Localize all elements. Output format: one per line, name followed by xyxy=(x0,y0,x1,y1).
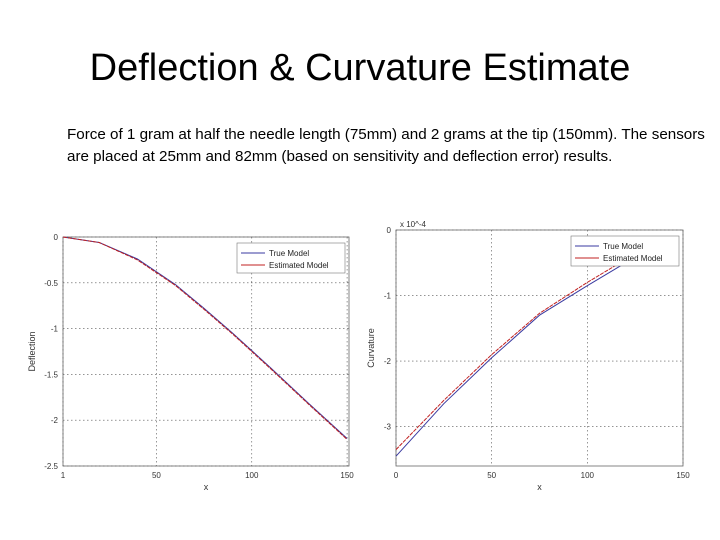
x-tick-label: 150 xyxy=(340,471,354,480)
y-tick-label: 0 xyxy=(54,233,59,242)
x-axis-label: x xyxy=(204,482,209,492)
plot-area xyxy=(395,229,684,467)
y-tick-label: -2.5 xyxy=(44,462,58,471)
y-axis-label: Deflection xyxy=(27,331,37,371)
x-tick-label: 100 xyxy=(581,471,595,480)
x-tick-label: 0 xyxy=(394,471,399,480)
x-tick-label: 1 xyxy=(61,471,66,480)
x-tick-label: 100 xyxy=(245,471,259,480)
legend-entry: True Model xyxy=(269,249,309,258)
legend-entry: Estimated Model xyxy=(269,261,329,270)
x-axis-label: x xyxy=(537,482,542,492)
legend-entry: True Model xyxy=(603,242,643,251)
axis-scale-label: x 10^-4 xyxy=(400,220,427,229)
x-tick-label: 150 xyxy=(676,471,690,480)
x-tick-label: 50 xyxy=(487,471,496,480)
y-tick-label: -2 xyxy=(51,416,59,425)
y-axis-label: Curvature xyxy=(366,328,376,368)
series-line-0 xyxy=(395,262,626,457)
series-line-1 xyxy=(62,236,348,440)
legend-box xyxy=(570,235,680,267)
y-tick-label: -3 xyxy=(384,423,392,432)
slide-title: Deflection & Curvature Estimate xyxy=(89,47,631,89)
y-tick-label: 0 xyxy=(387,226,392,235)
series-line-1 xyxy=(395,259,626,450)
y-tick-label: -0.5 xyxy=(44,279,58,288)
y-tick-label: -1.5 xyxy=(44,370,58,379)
y-tick-label: -1 xyxy=(51,325,59,334)
y-tick-label: -2 xyxy=(384,357,392,366)
plot-area xyxy=(62,236,350,467)
slide-body-text: Force of 1 gram at half the needle lengt… xyxy=(67,126,705,165)
x-tick-label: 50 xyxy=(152,471,161,480)
y-tick-label: -1 xyxy=(384,292,392,301)
legend-entry: Estimated Model xyxy=(603,254,663,263)
legend-box xyxy=(236,242,346,274)
